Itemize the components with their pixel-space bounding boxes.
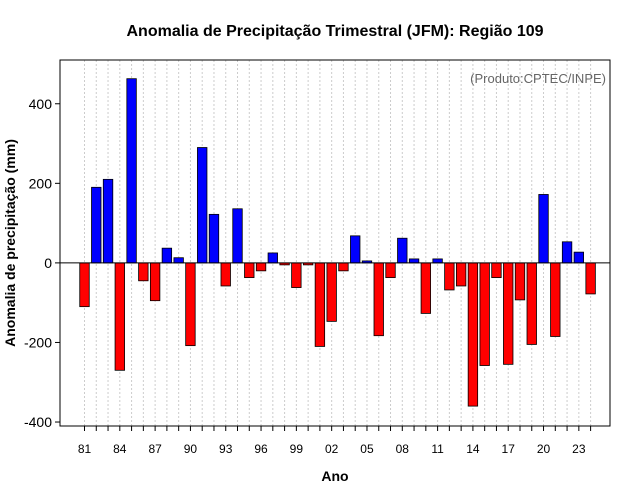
x-tick-label: 02 <box>325 442 339 456</box>
x-axis-label: Ano <box>321 468 348 484</box>
bar-1992 <box>208 213 220 264</box>
bar-2021 <box>550 262 561 337</box>
bars <box>79 78 596 407</box>
x-axis: 81 84 87 90 93 96 99 02 05 08 11 14 17 20 23 <box>78 426 592 456</box>
x-tick-label: 87 <box>148 442 162 456</box>
bar-1995 <box>244 262 255 279</box>
bar-2002 <box>326 262 337 322</box>
x-tick-label: 81 <box>78 442 92 456</box>
y-tick-label: 0 <box>44 255 52 271</box>
x-tick-label: 14 <box>466 442 480 456</box>
x-tick-label: 08 <box>396 442 410 456</box>
x-tick-label: 99 <box>290 442 304 456</box>
bar-2014 <box>467 262 479 407</box>
y-axis-label: Anomalia de precipitação (mm) <box>2 139 18 347</box>
bar-2024 <box>585 262 596 295</box>
bar-1994 <box>232 208 243 264</box>
bar-2006 <box>373 262 384 337</box>
bar-2022 <box>561 241 573 264</box>
bar-2016 <box>491 262 502 279</box>
y-axis: -400 -200 0 200 400 <box>24 96 60 430</box>
bar-2009 <box>408 258 420 264</box>
x-tick-label: 05 <box>360 442 374 456</box>
y-tick-label: -200 <box>24 334 52 350</box>
bar-2008 <box>397 237 408 264</box>
bar-2007 <box>385 262 396 279</box>
x-tick-label: 20 <box>537 442 551 456</box>
bar-1999 <box>291 262 302 288</box>
bar-1986 <box>138 262 149 282</box>
bar-1982 <box>91 186 102 264</box>
bar-1988 <box>161 247 173 264</box>
bar-2012 <box>444 262 455 291</box>
bar-2013 <box>455 262 467 287</box>
bar-1993 <box>220 262 231 287</box>
bar-2010 <box>420 262 431 314</box>
x-tick-label: 11 <box>431 442 444 456</box>
bar-1991 <box>197 147 208 264</box>
x-tick-label: 23 <box>572 442 586 456</box>
bar-2001 <box>314 262 326 347</box>
bar-2015 <box>479 262 490 366</box>
bar-1990 <box>185 262 196 347</box>
bar-2023 <box>573 251 584 264</box>
bar-1983 <box>102 178 114 264</box>
bar-1996 <box>255 262 267 272</box>
x-tick-label: 90 <box>184 442 198 456</box>
y-tick-label: 400 <box>29 96 53 112</box>
bar-2011 <box>432 258 443 264</box>
x-tick-label: 96 <box>254 442 268 456</box>
grid <box>84 60 592 426</box>
bar-1987 <box>149 262 161 302</box>
plot-frame <box>59 59 611 427</box>
bar-1981 <box>79 262 90 308</box>
x-tick-label: 93 <box>219 442 233 456</box>
y-tick-label: 200 <box>29 175 53 191</box>
subtitle: (Produto:CPTEC/INPE) <box>470 71 606 86</box>
bar-2017 <box>503 262 514 365</box>
bar-2020 <box>538 194 549 264</box>
y-tick-label: -400 <box>24 414 52 430</box>
bar-1989 <box>173 257 184 264</box>
bar-1985 <box>126 78 137 264</box>
bar-2004 <box>350 235 361 264</box>
bar-2019 <box>526 262 537 345</box>
bar-1984 <box>114 262 125 371</box>
bar-2003 <box>338 262 349 272</box>
x-tick-label: 84 <box>113 442 127 456</box>
x-tick-label: 17 <box>502 442 516 456</box>
bar-1997 <box>267 252 278 264</box>
bar-2018 <box>514 262 526 301</box>
chart-title: Anomalia de Precipitação Trimestral (JFM… <box>126 23 543 40</box>
